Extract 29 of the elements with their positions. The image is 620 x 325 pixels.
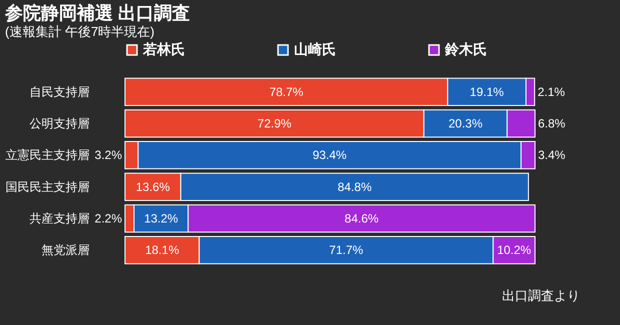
- data-label: 10.2%: [497, 243, 532, 258]
- data-label: 78.7%: [269, 84, 304, 99]
- y-tick-label: 自民支持層: [30, 84, 90, 99]
- legend-label: 若林氏: [142, 41, 185, 57]
- data-label: 93.4%: [312, 148, 347, 162]
- data-label: 84.6%: [344, 212, 379, 226]
- data-label: 18.1%: [145, 243, 180, 258]
- data-label: 3.4%: [538, 148, 566, 162]
- y-tick-label: 無党派層: [42, 243, 90, 258]
- data-label: 13.2%: [144, 212, 178, 226]
- y-tick-label: 公明支持層: [30, 116, 90, 130]
- text: 出口調査より: [501, 288, 581, 305]
- y-tick-label: 国民民主支持層: [6, 180, 90, 194]
- data-label: 72.9%: [257, 116, 292, 130]
- legend-label: 鈴木氏: [444, 41, 487, 57]
- data-label: 3.2%: [94, 148, 122, 162]
- data-label: 2.2%: [94, 212, 122, 226]
- y-tick-label: 立憲民主支持層: [6, 148, 90, 162]
- y-tick-label: 共産支持層: [30, 212, 90, 226]
- legend-label: 山崎氏: [294, 41, 336, 57]
- data-label: 19.1%: [470, 84, 504, 99]
- data-label: 71.7%: [329, 243, 364, 258]
- chart-subtitle: (速報集計 午後7時半現在): [5, 24, 154, 39]
- chart-title: 参院静岡補選 出口調査: [4, 3, 190, 23]
- data-label: 2.1%: [538, 84, 566, 99]
- data-label: 84.8%: [338, 180, 372, 194]
- data-label: 20.3%: [448, 116, 483, 130]
- data-label: 13.6%: [136, 180, 170, 194]
- data-label: 6.8%: [538, 116, 566, 130]
